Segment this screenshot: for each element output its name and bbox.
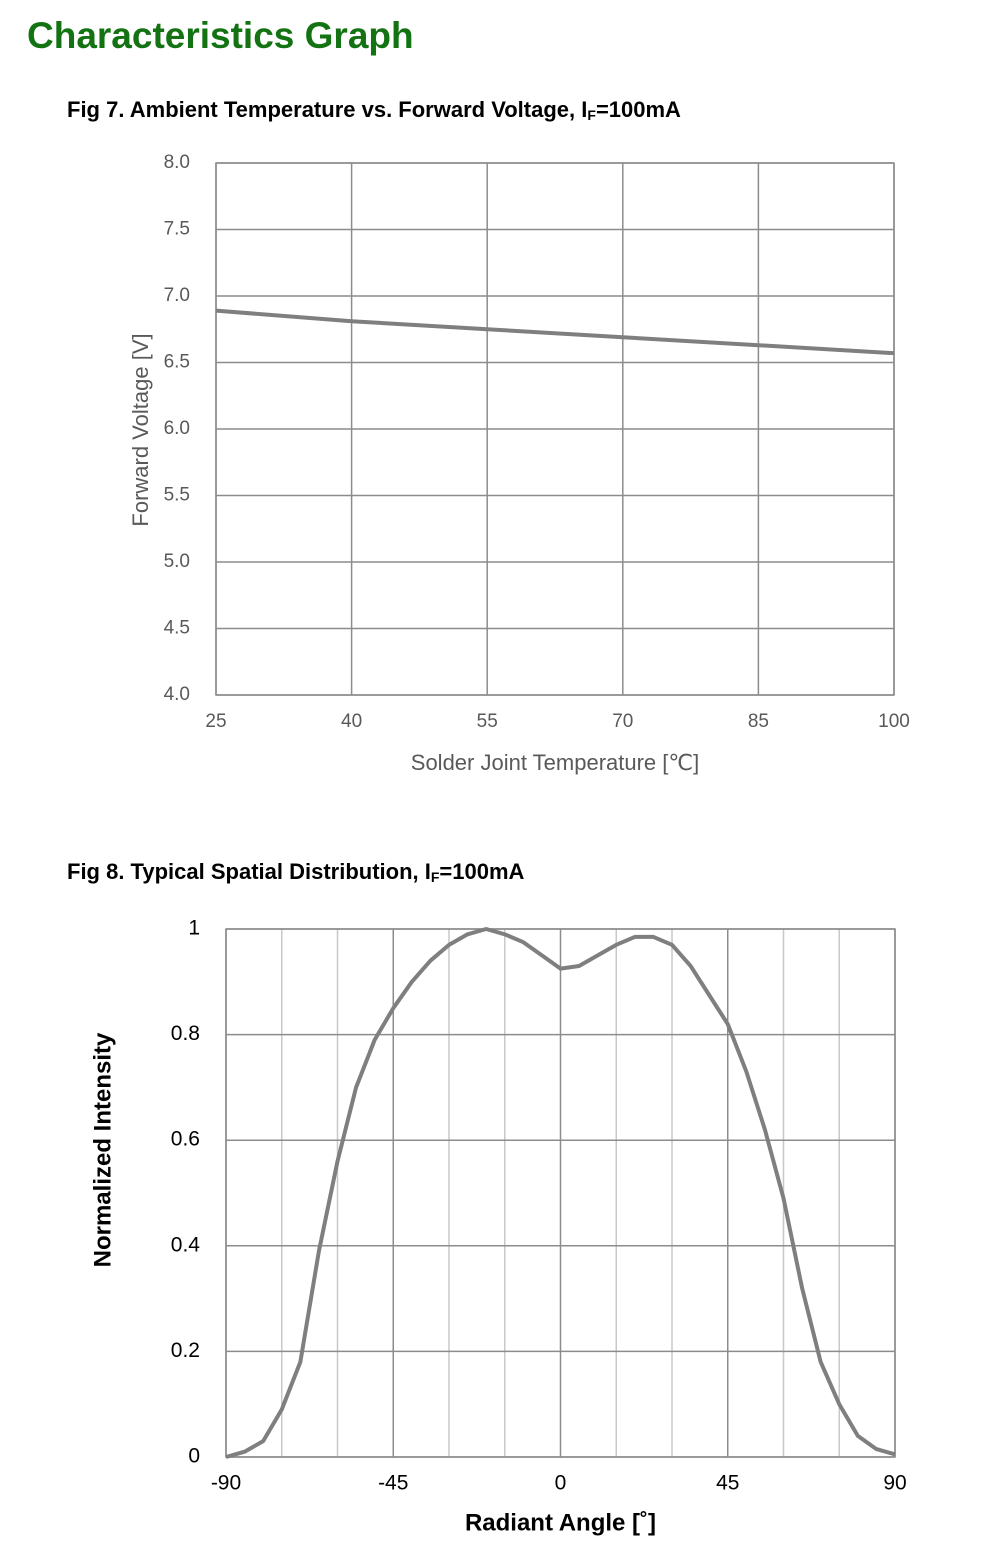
y-tick-label: 4.5 — [164, 618, 190, 639]
y-tick-label: 4.0 — [164, 684, 190, 705]
y-tick-label: 0 — [188, 1445, 200, 1468]
title-part: F — [587, 107, 596, 123]
page-title: Characteristics Graph — [27, 15, 414, 56]
title-part: =100mA — [596, 97, 681, 122]
figure-title: Fig 7. Ambient Temperature vs. Forward V… — [67, 97, 681, 123]
x-tick-label: 85 — [748, 711, 769, 732]
y-axis-label: Normalized Intensity — [89, 1032, 116, 1267]
x-axis-label: Solder Joint Temperature [℃] — [411, 750, 699, 775]
y-tick-label: 7.5 — [164, 219, 190, 240]
title-part: =100mA — [439, 859, 524, 884]
x-tick-label: 0 — [555, 1472, 567, 1495]
y-tick-label: 0.6 — [171, 1128, 200, 1151]
y-axis-label: Forward Voltage [V] — [128, 333, 153, 526]
x-tick-label: 45 — [716, 1472, 739, 1495]
x-tick-label: -90 — [211, 1472, 241, 1495]
x-tick-label: 25 — [205, 711, 226, 732]
x-tick-label: 90 — [883, 1472, 906, 1495]
y-tick-label: 5.0 — [164, 551, 190, 572]
plot-frame — [215, 162, 895, 696]
figure-title: Fig 8. Typical Spatial Distribution, IF=… — [67, 859, 525, 885]
x-tick-label: 55 — [477, 711, 498, 732]
y-tick-label: 0.4 — [171, 1233, 201, 1256]
y-tick-label: 7.0 — [164, 285, 190, 306]
data-line — [215, 308, 895, 356]
y-tick-label: 8.0 — [164, 152, 190, 173]
title-part: F — [431, 869, 440, 885]
y-tick-label: 6.0 — [164, 418, 190, 439]
x-axis-label: Radiant Angle [˚] — [465, 1509, 656, 1536]
y-tick-label: 0.2 — [171, 1339, 200, 1362]
plot-frame — [225, 928, 896, 1458]
x-tick-label: 40 — [341, 711, 362, 732]
y-tick-label: 0.8 — [171, 1022, 200, 1045]
title-part: Fig 7. Ambient Temperature vs. Forward V… — [67, 97, 587, 122]
title-part: Fig 8. Typical Spatial Distribution, I — [67, 859, 431, 884]
data-line — [225, 927, 896, 1459]
y-tick-label: 1 — [188, 917, 200, 940]
x-tick-label: 100 — [878, 711, 910, 732]
x-tick-label: -45 — [378, 1472, 408, 1495]
y-tick-label: 6.5 — [164, 352, 190, 373]
x-tick-label: 70 — [612, 711, 633, 732]
y-tick-label: 5.5 — [164, 485, 190, 506]
